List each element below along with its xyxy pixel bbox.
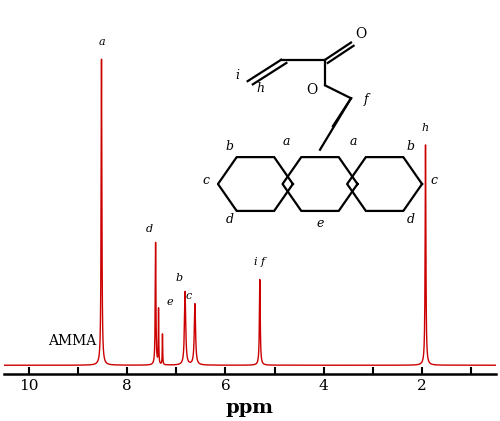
Text: e: e: [316, 217, 324, 230]
Text: b: b: [176, 273, 183, 282]
Text: d: d: [406, 213, 414, 226]
Text: O: O: [356, 27, 367, 41]
Text: c: c: [430, 174, 437, 187]
Text: i: i: [236, 69, 240, 82]
Text: O: O: [306, 83, 318, 97]
X-axis label: ppm: ppm: [226, 399, 274, 417]
Text: d: d: [226, 213, 234, 226]
Text: d: d: [146, 224, 154, 234]
Text: b: b: [226, 140, 234, 153]
Text: a: a: [350, 136, 358, 149]
Text: i f: i f: [254, 257, 266, 267]
Text: a: a: [98, 37, 105, 47]
Text: a: a: [282, 136, 290, 149]
Text: c: c: [203, 174, 210, 187]
Text: h: h: [256, 82, 264, 95]
Text: h: h: [422, 123, 429, 133]
Text: e: e: [166, 297, 172, 307]
Text: AMMA: AMMA: [48, 334, 96, 348]
Text: c: c: [186, 291, 192, 301]
Text: b: b: [406, 140, 414, 153]
Text: f: f: [364, 93, 369, 106]
